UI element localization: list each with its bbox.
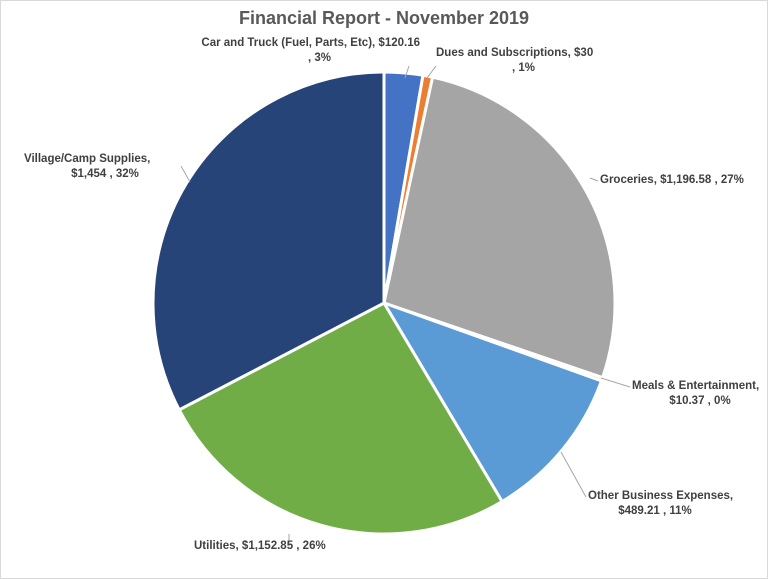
data-label-village-camp-supplies: Village/Camp Supplies, [24,153,150,165]
data-label-car-and-truck-fuel-parts-etc: Car and Truck (Fuel, Parts, Etc), $120.1… [201,37,420,49]
leader-line [180,165,191,183]
data-label-village-camp-supplies-line2: $1,454 , 32% [71,168,139,180]
data-label-dues-and-subscriptions-line2: , 1% [512,62,535,74]
pie-slice-village-camp-supplies [151,70,386,412]
data-label-dues-and-subscriptions: Dues and Subscriptions, $30 [436,47,593,59]
data-label-meals-entertainment: Meals & Entertainment, [632,380,759,392]
leader-line [560,451,587,498]
leader-line [426,65,437,79]
data-label-utilities: Utilities, $1,152.85 , 26% [194,540,326,552]
pie-slice-groceries [382,75,617,380]
pie-slice-other-business-expenses [382,301,603,504]
data-label-other-business-expenses-line2: $489.21 , 11% [618,505,692,517]
leader-line [589,177,599,182]
data-label-groceries: Groceries, $1,196.58 , 27% [600,174,744,186]
data-label-meals-entertainment-line2: $10.37 , 0% [669,395,730,407]
leader-line [404,65,410,79]
leader-line [600,377,631,388]
pie-slice-utilities [177,301,504,536]
data-label-other-business-expenses: Other Business Expenses, [588,490,733,502]
chart-title: Financial Report - November 2019 [238,8,530,28]
data-label-car-and-truck-fuel-parts-etc-line2: , 3% [308,52,331,64]
